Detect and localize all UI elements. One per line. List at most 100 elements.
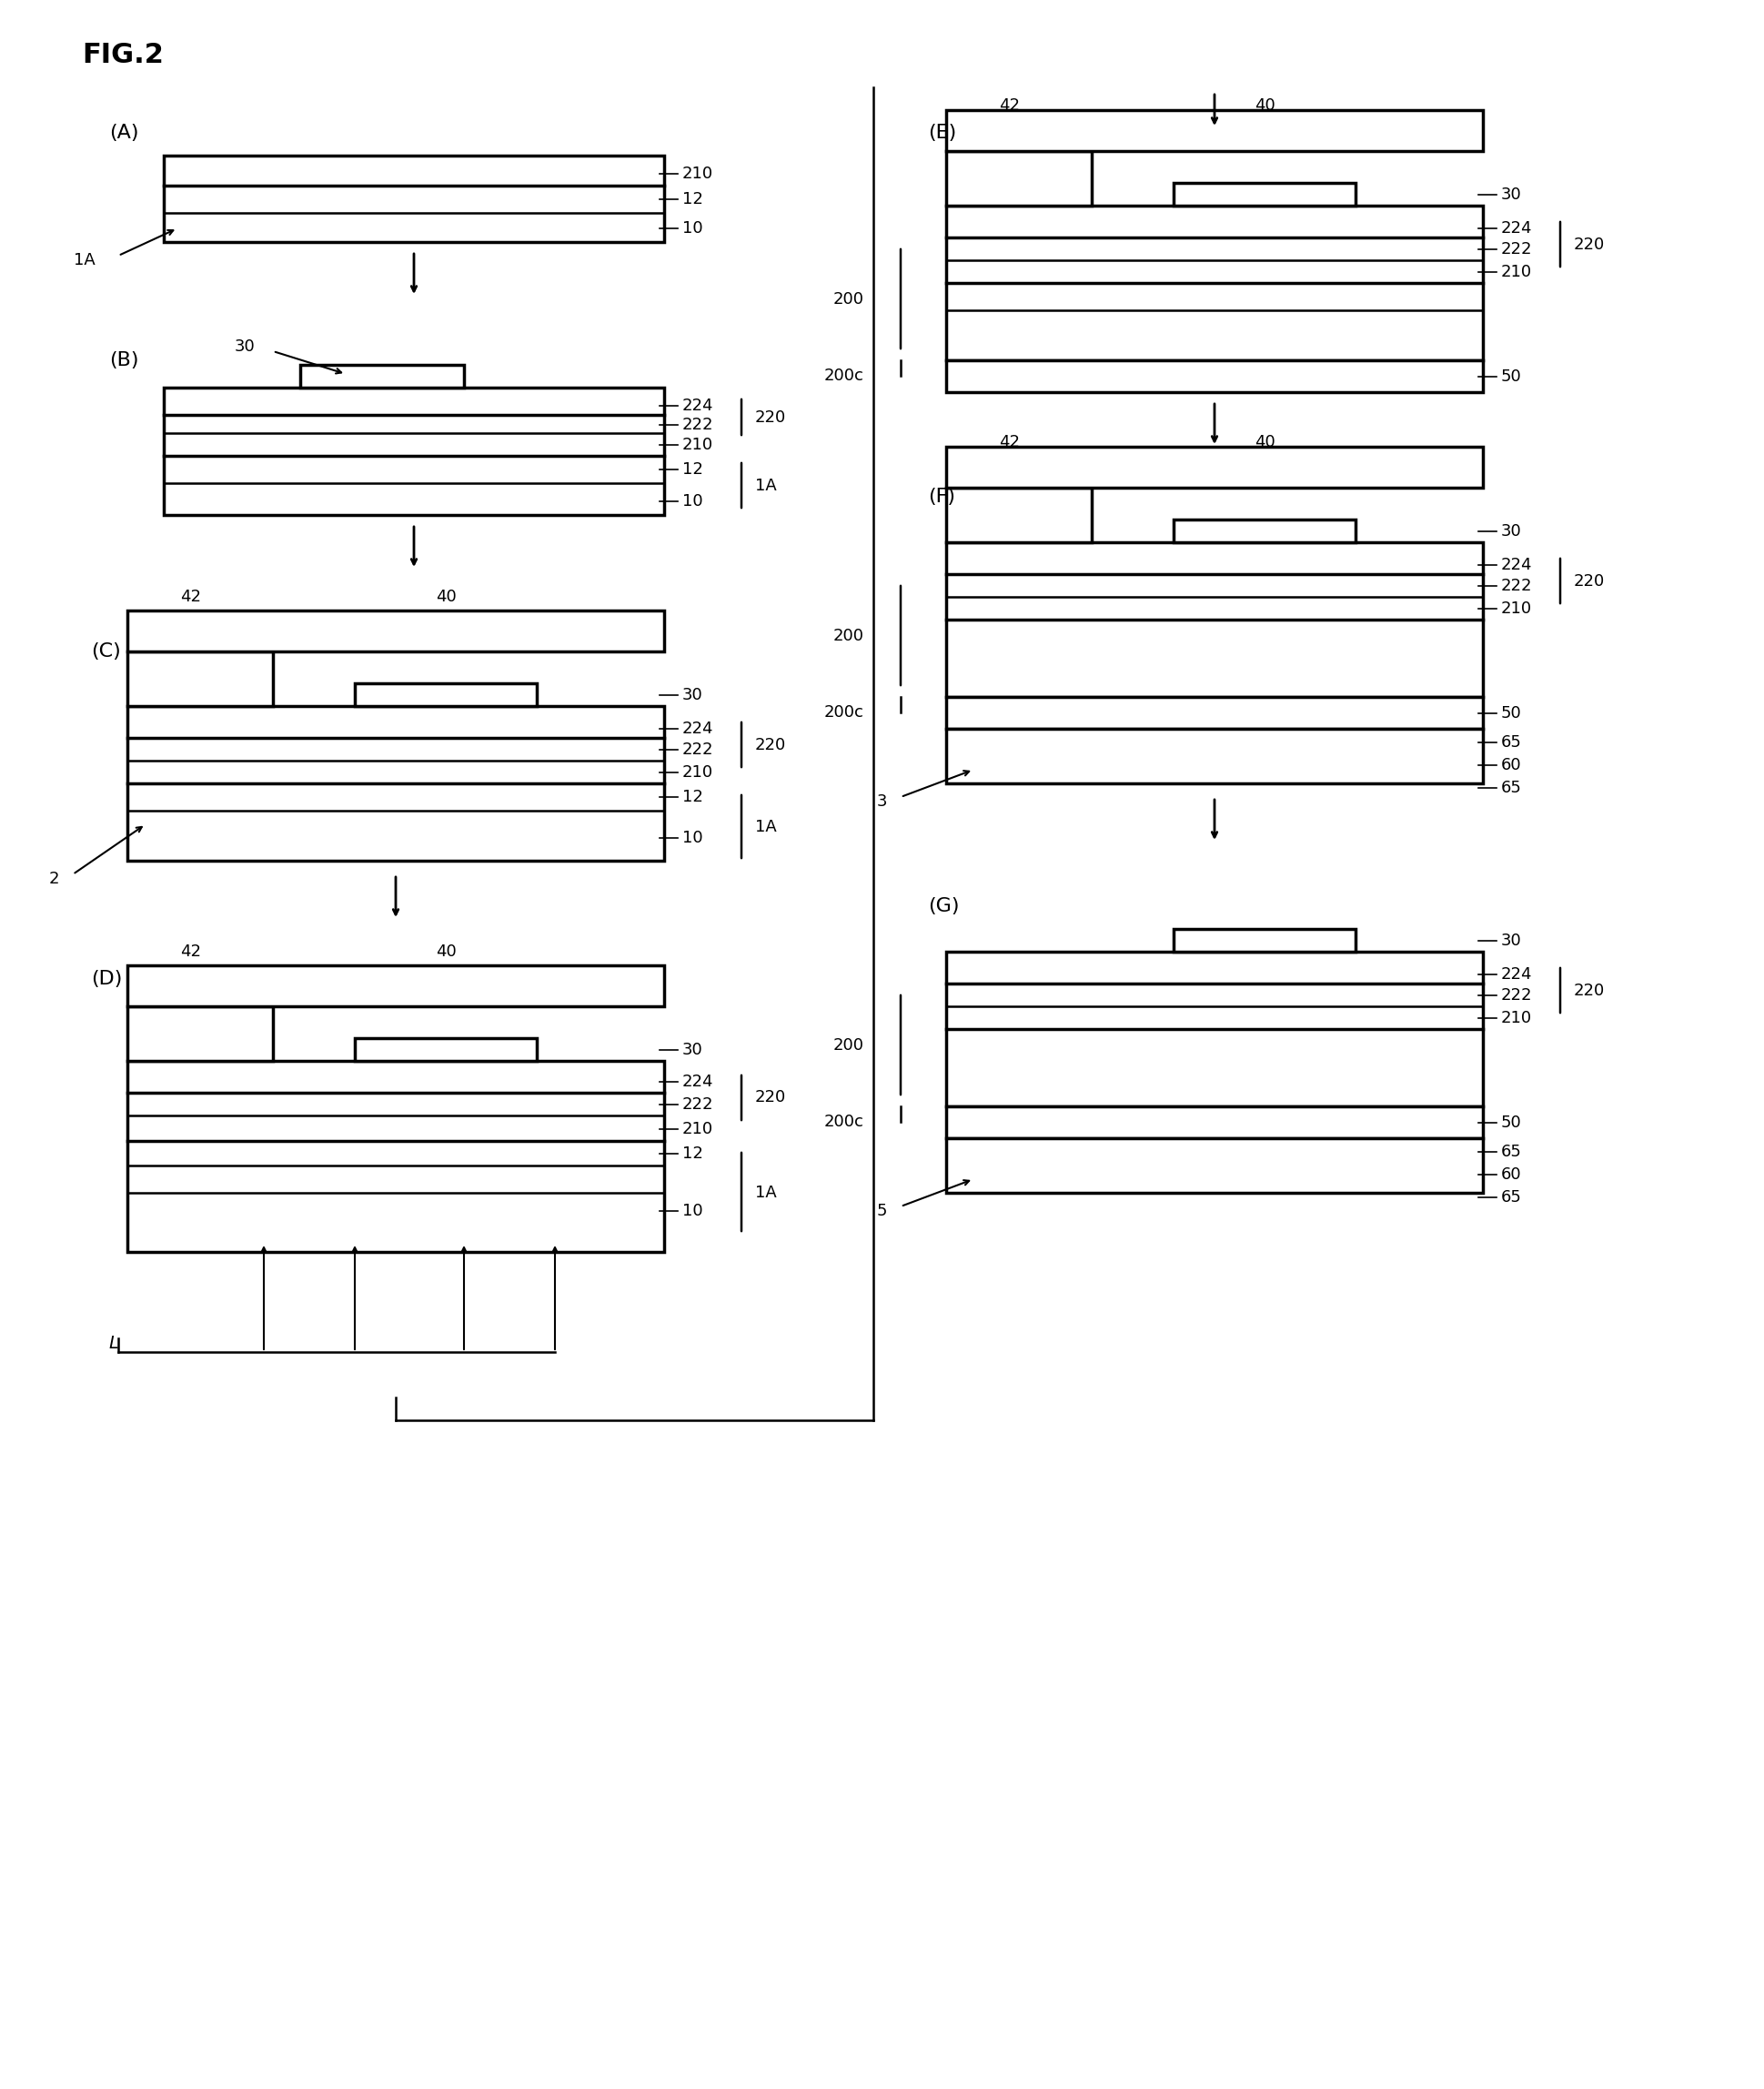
Text: 224: 224 xyxy=(1501,967,1533,982)
Text: 210: 210 xyxy=(1501,600,1533,616)
Text: 222: 222 xyxy=(1501,579,1533,593)
Text: 3: 3 xyxy=(877,794,887,811)
Text: 210: 210 xyxy=(683,165,713,182)
Text: 220: 220 xyxy=(1573,236,1605,253)
Text: 30: 30 xyxy=(1501,186,1522,203)
Text: 50: 50 xyxy=(1501,1116,1522,1130)
Text: 65: 65 xyxy=(1501,1143,1522,1159)
FancyBboxPatch shape xyxy=(300,366,464,389)
FancyBboxPatch shape xyxy=(355,1038,536,1061)
FancyBboxPatch shape xyxy=(946,205,1484,359)
Text: 10: 10 xyxy=(683,1203,702,1220)
Text: 222: 222 xyxy=(1501,988,1533,1003)
FancyBboxPatch shape xyxy=(127,1007,273,1061)
FancyBboxPatch shape xyxy=(946,1107,1484,1139)
Text: 200: 200 xyxy=(833,1038,864,1053)
Text: 220: 220 xyxy=(1573,982,1605,999)
Text: 10: 10 xyxy=(683,829,702,846)
Text: (D): (D) xyxy=(92,969,122,988)
FancyBboxPatch shape xyxy=(946,487,1092,543)
FancyBboxPatch shape xyxy=(1173,520,1355,543)
Text: 65: 65 xyxy=(1501,1189,1522,1205)
Text: 30: 30 xyxy=(683,1042,704,1059)
Text: 1A: 1A xyxy=(74,253,95,267)
Text: 60: 60 xyxy=(1501,756,1522,773)
FancyBboxPatch shape xyxy=(1173,930,1355,953)
Text: 60: 60 xyxy=(1501,1166,1522,1182)
FancyBboxPatch shape xyxy=(127,610,663,652)
Text: 12: 12 xyxy=(683,1145,704,1161)
Text: 224: 224 xyxy=(683,721,714,737)
Text: 10: 10 xyxy=(683,493,702,510)
Text: 65: 65 xyxy=(1501,733,1522,750)
Text: 1A: 1A xyxy=(755,478,776,493)
Text: 220: 220 xyxy=(755,1088,787,1105)
Text: 5: 5 xyxy=(877,1203,887,1220)
Text: 12: 12 xyxy=(683,462,704,478)
FancyBboxPatch shape xyxy=(946,543,1484,698)
FancyBboxPatch shape xyxy=(946,953,1484,1107)
Text: 42: 42 xyxy=(180,944,201,959)
Text: 1A: 1A xyxy=(755,819,776,836)
Text: (A): (A) xyxy=(109,123,139,142)
Text: 40: 40 xyxy=(436,589,457,606)
Text: 210: 210 xyxy=(683,1122,713,1136)
Text: FIG.2: FIG.2 xyxy=(81,42,164,69)
Text: 42: 42 xyxy=(1000,98,1020,113)
FancyBboxPatch shape xyxy=(946,359,1484,393)
Text: 222: 222 xyxy=(683,1097,714,1113)
Text: 220: 220 xyxy=(755,409,787,426)
FancyBboxPatch shape xyxy=(946,111,1484,150)
Text: 65: 65 xyxy=(1501,779,1522,796)
Text: 50: 50 xyxy=(1501,368,1522,384)
FancyBboxPatch shape xyxy=(127,652,273,706)
Text: 222: 222 xyxy=(1501,240,1533,257)
Text: 200c: 200c xyxy=(824,704,864,721)
Text: 200c: 200c xyxy=(824,1113,864,1130)
FancyBboxPatch shape xyxy=(164,389,663,516)
Text: 2: 2 xyxy=(49,871,60,888)
Text: 224: 224 xyxy=(683,1074,714,1090)
Text: L: L xyxy=(108,1335,118,1352)
Text: 224: 224 xyxy=(1501,219,1533,236)
Text: (F): (F) xyxy=(928,487,956,506)
Text: 30: 30 xyxy=(683,687,704,704)
Text: 42: 42 xyxy=(180,589,201,606)
Text: 12: 12 xyxy=(683,790,704,804)
Text: 40: 40 xyxy=(1254,435,1275,451)
Text: (C): (C) xyxy=(92,641,120,660)
FancyBboxPatch shape xyxy=(127,706,663,861)
Text: 1A: 1A xyxy=(755,1184,776,1201)
Text: (B): (B) xyxy=(109,351,139,370)
Text: 50: 50 xyxy=(1501,706,1522,721)
Text: 40: 40 xyxy=(436,944,457,959)
Text: (G): (G) xyxy=(928,896,960,915)
FancyBboxPatch shape xyxy=(946,698,1484,729)
Text: 222: 222 xyxy=(683,742,714,758)
Text: (E): (E) xyxy=(928,123,956,142)
FancyBboxPatch shape xyxy=(127,965,663,1007)
Text: 224: 224 xyxy=(683,397,714,414)
FancyBboxPatch shape xyxy=(946,1139,1484,1193)
Text: 210: 210 xyxy=(1501,263,1533,280)
Text: 30: 30 xyxy=(1501,522,1522,539)
Text: 30: 30 xyxy=(235,338,254,355)
Text: 200: 200 xyxy=(833,629,864,643)
FancyBboxPatch shape xyxy=(127,1061,663,1251)
FancyBboxPatch shape xyxy=(946,447,1484,487)
Text: 222: 222 xyxy=(683,416,714,432)
FancyBboxPatch shape xyxy=(1173,184,1355,205)
Text: 210: 210 xyxy=(683,765,713,781)
Text: 30: 30 xyxy=(1501,932,1522,948)
Text: 224: 224 xyxy=(1501,558,1533,572)
Text: 210: 210 xyxy=(683,437,713,453)
Text: 10: 10 xyxy=(683,219,702,236)
Text: 210: 210 xyxy=(1501,1009,1533,1026)
FancyBboxPatch shape xyxy=(946,729,1484,783)
FancyBboxPatch shape xyxy=(355,683,536,706)
Text: 200c: 200c xyxy=(824,368,864,384)
Text: 12: 12 xyxy=(683,190,704,207)
Text: 40: 40 xyxy=(1254,98,1275,113)
FancyBboxPatch shape xyxy=(164,155,663,242)
Text: 200: 200 xyxy=(833,290,864,307)
